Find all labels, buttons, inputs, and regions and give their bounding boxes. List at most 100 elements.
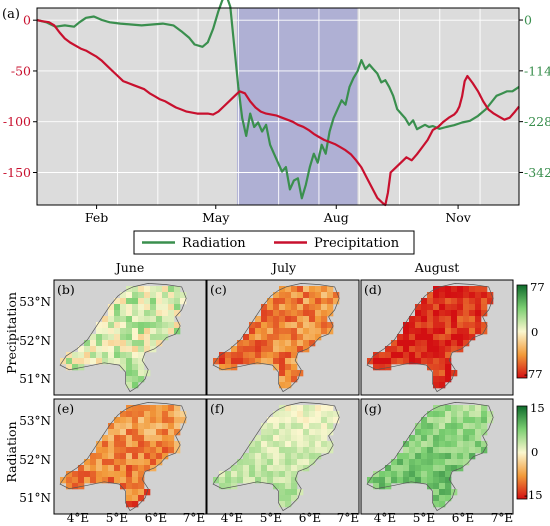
map-cell [481, 322, 488, 329]
map-cell [415, 453, 422, 460]
left-tick-label: -50 [11, 63, 31, 78]
map-cell [126, 376, 133, 383]
map-cell [72, 483, 79, 490]
map-cell [138, 423, 145, 430]
series-line-precipitation [36, 19, 520, 207]
map-cell [213, 477, 220, 484]
map-cell [291, 465, 298, 472]
map-cell [273, 334, 280, 341]
map-cell [415, 471, 422, 478]
map-cell [138, 465, 145, 472]
map-cell [132, 358, 139, 365]
map-cell [144, 286, 151, 293]
map-cell [439, 453, 446, 460]
map-cell [150, 316, 157, 323]
map-cell [445, 477, 452, 484]
map-cell [451, 310, 458, 317]
series-line-radiation [36, 0, 520, 200]
map-cell [391, 465, 398, 472]
map-cell [96, 358, 103, 365]
map-cell [457, 435, 464, 442]
map-cell [273, 453, 280, 460]
map-cell [303, 405, 310, 412]
map-cell [439, 298, 446, 305]
x-tick-label: Feb [85, 210, 108, 225]
map-cell [427, 477, 434, 484]
map-cell [439, 405, 446, 412]
map-cell [162, 310, 169, 317]
map-cell [66, 364, 73, 371]
map-cell [309, 429, 316, 436]
map-cell [291, 495, 298, 502]
map-cell [132, 489, 139, 496]
map-cell [120, 304, 127, 311]
map-cell [433, 489, 440, 496]
map-cell [433, 346, 440, 353]
map-cell [457, 429, 464, 436]
map-cell [391, 471, 398, 478]
map-cell [150, 411, 157, 418]
country-outline [212, 283, 340, 393]
map-cell [445, 447, 452, 454]
map-cell [273, 328, 280, 335]
map-cell [445, 292, 452, 299]
map-cell [255, 447, 262, 454]
map-cell [315, 292, 322, 299]
map-cell [243, 477, 250, 484]
map-cell [309, 435, 316, 442]
map-cell [138, 441, 145, 448]
map-cell [114, 334, 121, 341]
map-cell [309, 292, 316, 299]
map-cell [291, 441, 298, 448]
map-cell [267, 435, 274, 442]
map-cell [309, 286, 316, 293]
map-cell [162, 405, 169, 412]
map-cell [162, 286, 169, 293]
map-cell [261, 304, 268, 311]
map-cell [120, 465, 127, 472]
map-cell [279, 340, 286, 347]
map-cell [168, 405, 175, 412]
map-cell [132, 417, 139, 424]
map-cell [108, 358, 115, 365]
map-cell [261, 429, 268, 436]
map-cell [162, 334, 169, 341]
map-cell [120, 322, 127, 329]
map-cell [144, 334, 151, 341]
map-cell [397, 352, 404, 359]
map-cell [333, 417, 340, 424]
map-cell [291, 334, 298, 341]
map-cell [469, 334, 476, 341]
map-cell [120, 298, 127, 305]
map-cell [285, 429, 292, 436]
map-cell [138, 352, 145, 359]
map-cell [327, 423, 334, 430]
map-cell [114, 322, 121, 329]
map-cell [451, 417, 458, 424]
map-cell [279, 501, 286, 508]
map-cell [469, 292, 476, 299]
map-cell [150, 447, 157, 454]
map-cell [90, 465, 97, 472]
map-cell [84, 459, 91, 466]
map-cell [439, 447, 446, 454]
map-cell [66, 358, 73, 365]
map-cell [102, 435, 109, 442]
map-cell [457, 292, 464, 299]
map-cell [138, 322, 145, 329]
map-cell [457, 304, 464, 311]
map-cell [249, 328, 256, 335]
map-cell [469, 417, 476, 424]
map-cell [409, 346, 416, 353]
map-cell [237, 471, 244, 478]
map-cell [433, 382, 440, 389]
map-cell [421, 310, 428, 317]
map-cell [303, 322, 310, 329]
map-cell [231, 352, 238, 359]
map-cell [433, 322, 440, 329]
map-cell [150, 423, 157, 430]
map-cell [126, 435, 133, 442]
map-cell [321, 441, 328, 448]
map-cell [463, 447, 470, 454]
map-cell [279, 465, 286, 472]
